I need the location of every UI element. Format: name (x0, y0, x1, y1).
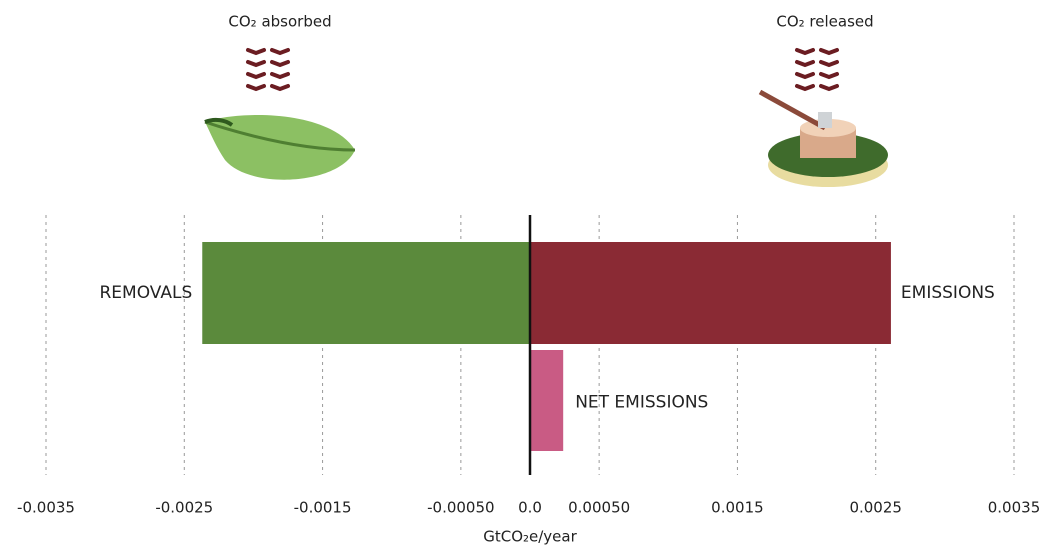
x-tick-label: 0.0015 (711, 499, 764, 517)
co2-molecules-left (246, 48, 290, 92)
x-tick-label: -0.00050 (427, 499, 494, 517)
bar (202, 242, 530, 344)
x-tick-label: 0.0 (518, 499, 542, 517)
bar-label: REMOVALS (100, 283, 193, 303)
bar-label: NET EMISSIONS (575, 393, 708, 413)
x-tick-label: 0.00050 (568, 499, 630, 517)
x-tick-label: 0.0025 (849, 499, 902, 517)
x-tick-label: 0.0035 (988, 499, 1041, 517)
bar (530, 350, 564, 451)
annotation: CO₂ released (776, 13, 873, 31)
co2-molecules-right (795, 48, 839, 92)
leaf-icon (204, 115, 356, 180)
annotation: CO₂ absorbed (228, 13, 331, 31)
x-axis-label: GtCO₂e/year (483, 528, 577, 546)
x-tick-label: -0.0035 (17, 499, 75, 517)
bar-label: EMISSIONS (901, 283, 995, 303)
x-tick-label: -0.0025 (155, 499, 213, 517)
x-tick-label: -0.0015 (294, 499, 352, 517)
bar (530, 242, 891, 344)
stump-icon (758, 89, 888, 187)
